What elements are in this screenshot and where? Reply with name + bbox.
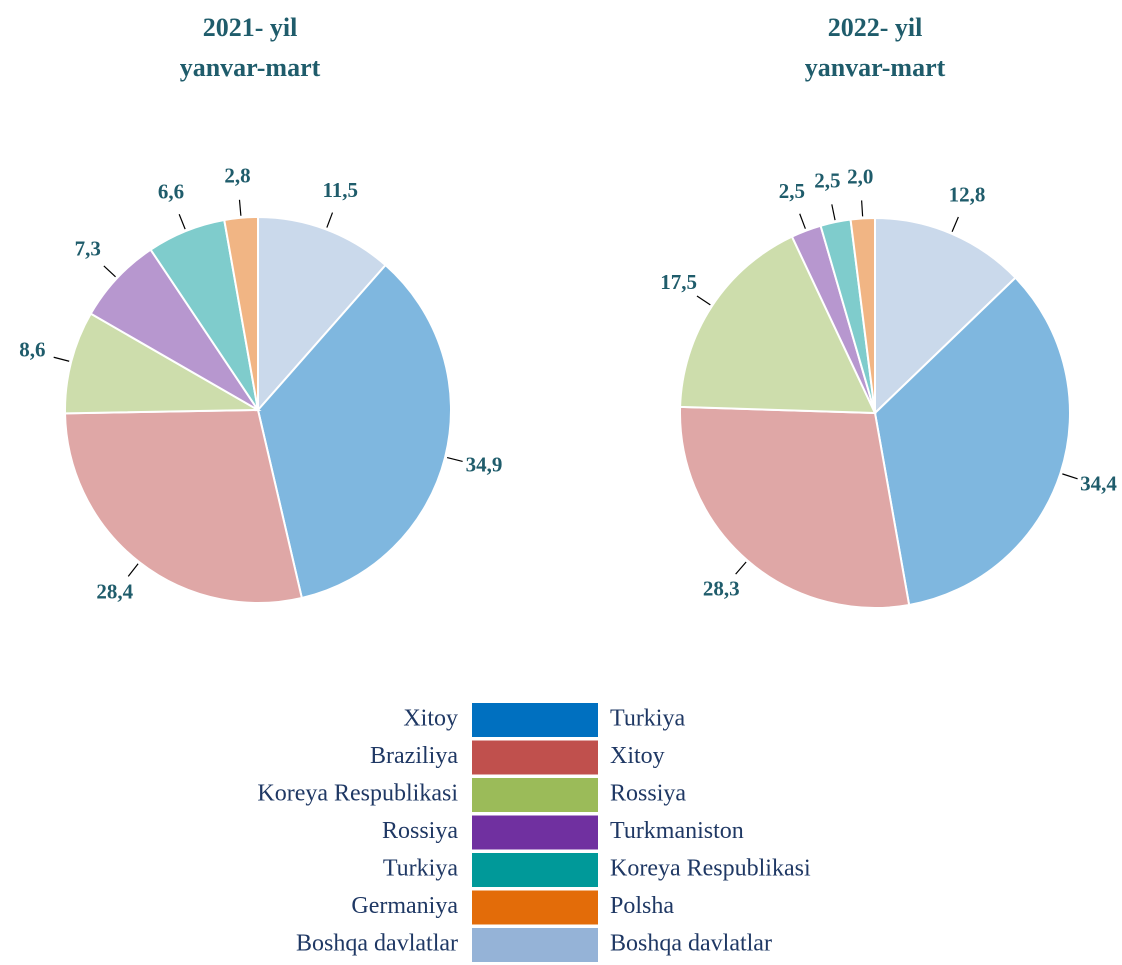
legend-label: Rossiya — [610, 781, 686, 807]
legend-label: Turkiya — [383, 856, 458, 882]
pie-slice — [256, 263, 452, 600]
data-label: 2,8 — [224, 164, 250, 188]
leader-line — [103, 265, 116, 278]
leader-line — [696, 295, 711, 306]
legend-label: Boshqa davlatlar — [610, 931, 772, 957]
data-label: 2,5 — [779, 179, 805, 203]
leader-line — [53, 356, 70, 362]
legend-label: Koreya Respublikasi — [257, 781, 458, 807]
leader-line — [1062, 473, 1078, 480]
pie-slice — [873, 276, 1071, 607]
data-label: 2,5 — [814, 169, 840, 193]
pie-slice — [64, 408, 304, 604]
leader-line — [446, 456, 463, 463]
data-label: 28,4 — [96, 580, 133, 604]
legend-label: Braziliya — [370, 743, 458, 769]
leader-line — [178, 214, 186, 230]
chart-subtitle: yanvar-mart — [180, 53, 321, 82]
leader-line — [326, 212, 334, 228]
legend-swatch — [472, 703, 598, 737]
legend-swatch — [472, 778, 598, 812]
data-label: 34,4 — [1080, 471, 1117, 495]
data-label: 7,3 — [75, 237, 101, 261]
data-label: 12,8 — [949, 183, 986, 207]
legend-swatch — [472, 890, 598, 925]
pie-slice — [223, 215, 259, 411]
legend-label: Turkiya — [610, 706, 685, 732]
legend-label: Koreya Respublikasi — [610, 856, 811, 882]
data-label: 11,5 — [322, 178, 358, 202]
legend-label: Xitoy — [403, 706, 458, 732]
legend-label: Boshqa davlatlar — [296, 931, 458, 957]
data-label: 8,6 — [19, 338, 45, 362]
data-label: 17,5 — [660, 270, 697, 294]
pie-slice — [679, 405, 911, 609]
legend-label: Germaniya — [351, 893, 458, 919]
leader-line — [735, 561, 747, 575]
pie-slice — [64, 312, 262, 415]
data-label: 28,3 — [703, 577, 740, 601]
legend-swatch — [472, 740, 598, 775]
pie-slice — [679, 235, 877, 415]
legend-swatch — [472, 815, 598, 850]
chart-subtitle: yanvar-mart — [805, 53, 946, 82]
legend-swatch — [472, 928, 598, 962]
chart-title: 2022- yil — [828, 13, 923, 42]
data-label: 6,6 — [158, 180, 184, 204]
pie-slice — [257, 215, 387, 413]
pie-slice — [874, 216, 1017, 416]
leader-line — [861, 200, 864, 217]
data-label: 34,9 — [466, 453, 503, 477]
chart-title: 2021- yil — [203, 13, 298, 42]
leader-line — [799, 213, 806, 229]
legend-label: Polsha — [610, 893, 674, 919]
legend-label: Xitoy — [610, 743, 665, 769]
data-label: 2,0 — [847, 164, 873, 188]
legend-label: Turkmaniston — [610, 818, 744, 844]
leader-line — [831, 204, 836, 221]
leader-line — [238, 199, 242, 216]
legend-label: Rossiya — [382, 818, 458, 844]
leader-line — [127, 563, 139, 577]
pie-slice — [849, 216, 876, 414]
legend-swatch — [472, 853, 598, 887]
leader-line — [951, 216, 959, 232]
